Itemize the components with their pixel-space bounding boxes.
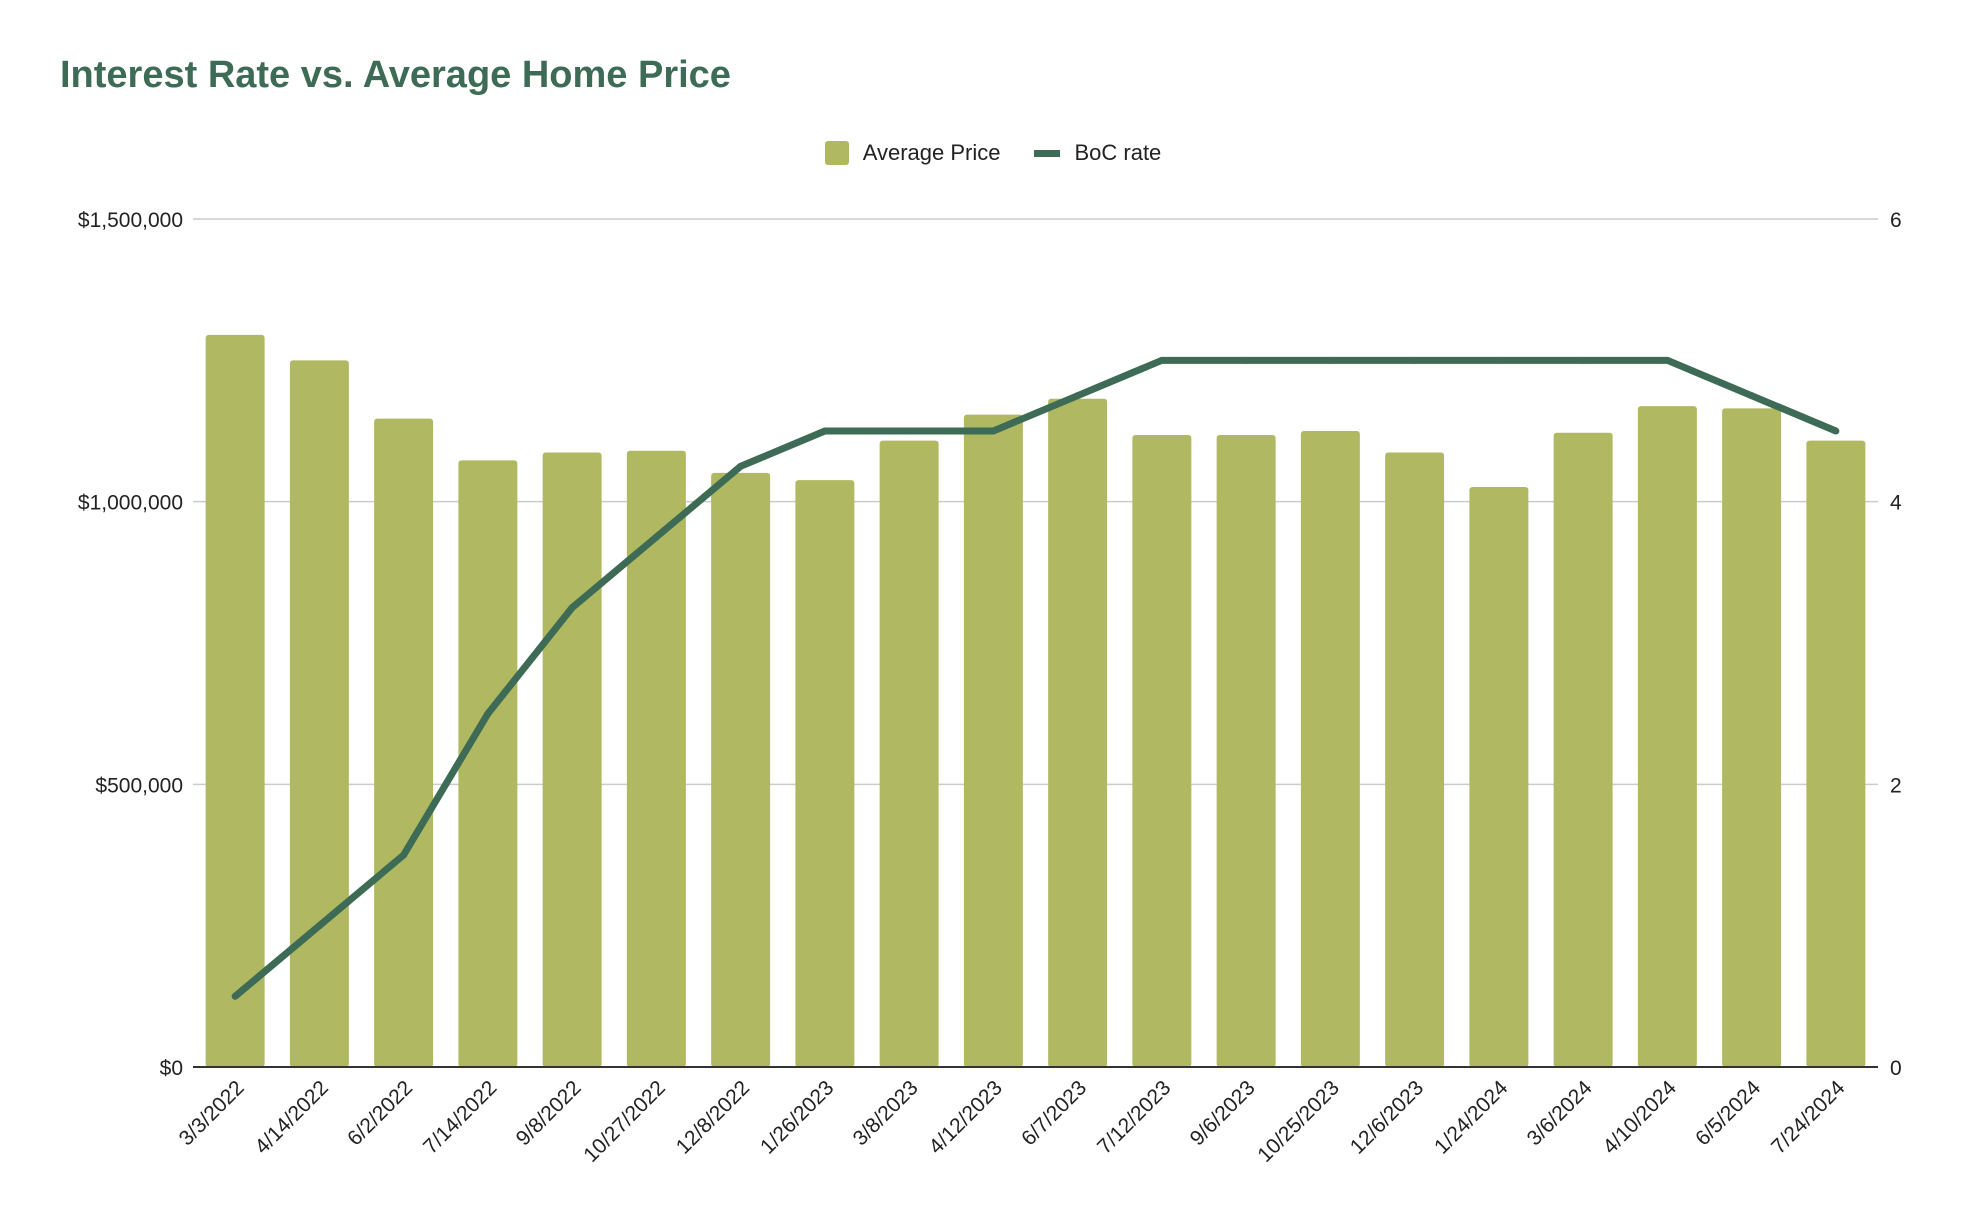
line-point — [1832, 427, 1840, 435]
y-left-tick-label: $0 — [160, 1057, 183, 1080]
y-right-tick-label: 6 — [1890, 209, 1902, 232]
x-tick-label: 1/26/2023 — [756, 1076, 838, 1158]
x-tick-label: 9/6/2023 — [1186, 1076, 1260, 1150]
line-point — [568, 604, 576, 612]
x-tick-label: 6/2/2022 — [343, 1076, 417, 1150]
y-right-tick-label: 2 — [1890, 774, 1902, 797]
legend-item-boc-rate[interactable]: BoC rate — [1034, 140, 1161, 166]
line-point — [905, 427, 913, 435]
bar — [795, 480, 855, 1068]
bar — [879, 440, 939, 1067]
bar — [1806, 440, 1866, 1067]
line-point — [315, 922, 323, 930]
bar — [626, 450, 686, 1068]
x-tick-label: 6/5/2024 — [1691, 1076, 1765, 1150]
y-left-tick-label: $500,000 — [95, 774, 183, 797]
y-right-tick-label: 4 — [1890, 492, 1902, 515]
x-tick-label: 3/6/2024 — [1523, 1076, 1597, 1150]
bar — [1469, 486, 1529, 1067]
line-point — [1663, 356, 1671, 364]
bar — [1132, 434, 1192, 1067]
line-point — [484, 710, 492, 718]
x-tick-label: 4/10/2024 — [1599, 1076, 1682, 1159]
x-tick-label: 9/8/2022 — [512, 1076, 586, 1150]
line-point — [1326, 356, 1334, 364]
x-tick-label: 7/12/2023 — [1093, 1076, 1175, 1158]
line-point — [821, 427, 829, 435]
bar — [458, 460, 518, 1067]
y-left-tick-label: $1,000,000 — [78, 492, 183, 515]
x-tick-label: 10/27/2022 — [579, 1076, 670, 1167]
bar — [1300, 431, 1360, 1067]
bar — [1048, 398, 1108, 1067]
line-point — [1495, 356, 1503, 364]
x-tick-label: 10/25/2023 — [1253, 1076, 1344, 1167]
line-point — [737, 462, 745, 470]
legend: Average Price BoC rate — [0, 140, 1986, 166]
line-point — [1158, 356, 1166, 364]
x-tick-label: 12/6/2023 — [1346, 1076, 1428, 1158]
bar — [711, 472, 771, 1067]
x-tick-label: 1/24/2024 — [1430, 1076, 1513, 1159]
chart-title: Interest Rate vs. Average Home Price — [60, 54, 731, 96]
line-point — [400, 851, 408, 859]
line-point — [989, 427, 997, 435]
x-tick-label: 4/12/2023 — [925, 1076, 1007, 1158]
x-tick-label: 6/7/2023 — [1017, 1076, 1091, 1150]
x-tick-label: 7/14/2022 — [419, 1076, 501, 1158]
bar — [542, 452, 602, 1067]
line-point — [652, 533, 660, 541]
bar — [1553, 432, 1613, 1067]
line-point — [1242, 356, 1250, 364]
bar — [1637, 406, 1697, 1067]
legend-swatch-boc-rate — [1034, 149, 1061, 157]
y-left-tick-label: $1,500,000 — [78, 209, 183, 232]
x-tick-label: 4/14/2022 — [251, 1076, 333, 1158]
line-point — [1074, 392, 1082, 400]
y-right-tick-label: 0 — [1890, 1057, 1902, 1080]
legend-label-boc-rate: BoC rate — [1074, 140, 1162, 165]
legend-item-average-price[interactable]: Average Price — [824, 140, 1001, 166]
bar — [1722, 408, 1782, 1067]
line-point — [1579, 356, 1587, 364]
line-point — [1411, 356, 1419, 364]
legend-swatch-average-price — [824, 141, 849, 165]
x-tick-label: 12/8/2022 — [672, 1076, 754, 1158]
bar — [289, 360, 349, 1067]
bar — [374, 418, 434, 1068]
legend-label-average-price: Average Price — [862, 140, 1001, 165]
line-point — [231, 992, 239, 1000]
x-tick-label: 7/24/2024 — [1767, 1076, 1850, 1159]
bar — [1385, 452, 1445, 1067]
bar — [1216, 434, 1276, 1067]
line-point — [1748, 392, 1756, 400]
bar — [963, 414, 1023, 1067]
x-tick-label: 3/8/2023 — [849, 1076, 923, 1150]
x-tick-label: 3/3/2022 — [175, 1076, 249, 1150]
bar — [205, 334, 265, 1068]
series-line-boc-rate — [232, 356, 1838, 1000]
